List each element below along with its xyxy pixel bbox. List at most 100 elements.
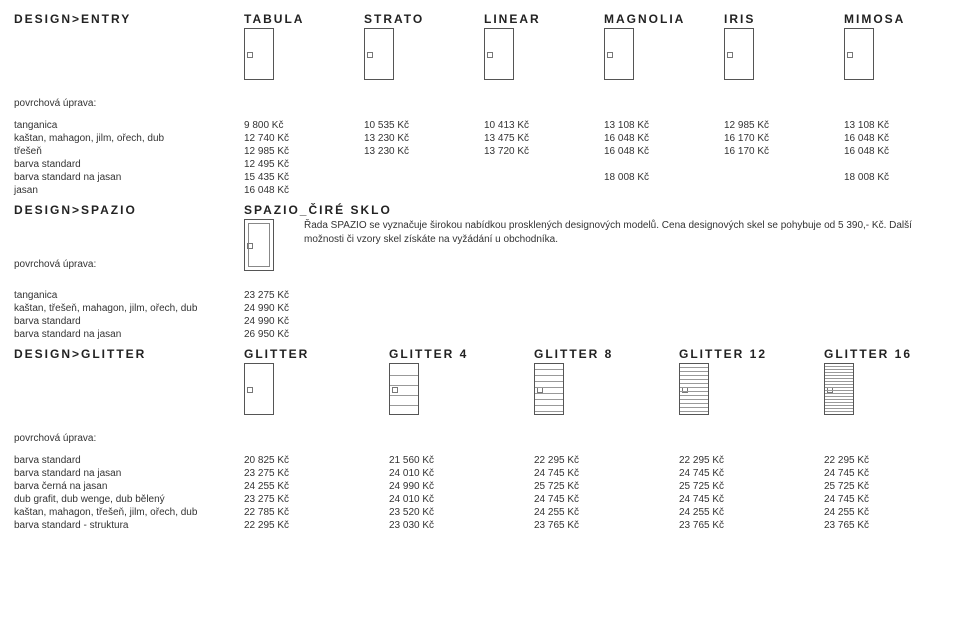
price-cell: 22 295 Kč bbox=[534, 454, 679, 467]
price-cell: 10 535 Kč bbox=[364, 119, 484, 132]
glitter-door-row bbox=[14, 363, 945, 415]
price-cell: 23 275 Kč bbox=[244, 493, 389, 506]
price-cell: 20 825 Kč bbox=[244, 454, 389, 467]
price-cell: 16 170 Kč bbox=[724, 145, 844, 158]
price-cell bbox=[364, 190, 484, 192]
price-cell bbox=[484, 164, 604, 166]
price-cell: 12 985 Kč bbox=[244, 145, 364, 158]
price-cell bbox=[484, 177, 604, 179]
row-label: jasan bbox=[14, 184, 244, 197]
table-row: tanganica9 800 Kč10 535 Kč10 413 Kč13 10… bbox=[14, 119, 945, 132]
price-cell: 23 030 Kč bbox=[389, 519, 534, 532]
table-row: třešeň12 985 Kč13 230 Kč13 720 Kč16 048 … bbox=[14, 145, 945, 158]
header-magnolia: MAGNOLIA bbox=[604, 12, 724, 26]
price-cell: 12 740 Kč bbox=[244, 132, 364, 145]
door-icon bbox=[604, 28, 634, 80]
door-icon bbox=[824, 363, 854, 415]
price-cell: 16 048 Kč bbox=[604, 145, 724, 158]
price-cell: 13 108 Kč bbox=[844, 119, 954, 132]
price-cell: 24 255 Kč bbox=[244, 480, 389, 493]
row-label: třešeň bbox=[14, 145, 244, 158]
row-label: tanganica bbox=[14, 119, 244, 132]
table-row: dub grafit, dub wenge, dub bělený23 275 … bbox=[14, 493, 945, 506]
table-row: kaštan, mahagon, jilm, ořech, dub12 740 … bbox=[14, 132, 945, 145]
price-cell bbox=[364, 164, 484, 166]
door-icon bbox=[484, 28, 514, 80]
price-cell: 15 435 Kč bbox=[244, 171, 364, 184]
price-cell bbox=[724, 164, 844, 166]
row-label: kaštan, mahagon, jilm, ořech, dub bbox=[14, 132, 244, 145]
door-icon bbox=[364, 28, 394, 80]
price-cell: 23 275 Kč bbox=[244, 467, 389, 480]
table-row: barva standard20 825 Kč21 560 Kč22 295 K… bbox=[14, 454, 945, 467]
row-label: barva standard bbox=[14, 315, 244, 328]
price-cell bbox=[484, 190, 604, 192]
spazio-description: Řada SPAZIO se vyznačuje širokou nabídko… bbox=[304, 219, 944, 247]
price-cell: 24 745 Kč bbox=[824, 467, 944, 480]
price-cell bbox=[724, 177, 844, 179]
price-cell bbox=[724, 190, 844, 192]
price-cell: 23 520 Kč bbox=[389, 506, 534, 519]
price-cell: 13 108 Kč bbox=[604, 119, 724, 132]
table-row: kaštan, třešeň, mahagon, jilm, ořech, du… bbox=[14, 302, 945, 315]
door-icon bbox=[679, 363, 709, 415]
price-cell: 24 990 Kč bbox=[244, 315, 364, 328]
spazio-header-row: DESIGN>SPAZIO SPAZIO_ČIRÉ SKLO bbox=[14, 203, 945, 217]
row-label: barva standard na jasan bbox=[14, 467, 244, 480]
spazio-price-table: tanganica23 275 Kčkaštan, třešeň, mahago… bbox=[14, 289, 945, 341]
price-cell: 16 048 Kč bbox=[244, 184, 364, 197]
header-spazio-glass: SPAZIO_ČIRÉ SKLO bbox=[244, 203, 944, 217]
price-cell: 13 475 Kč bbox=[484, 132, 604, 145]
header-glitter: GLITTER bbox=[244, 347, 389, 361]
row-label: barva standard - struktura bbox=[14, 519, 244, 532]
price-cell: 25 725 Kč bbox=[679, 480, 824, 493]
table-row: jasan16 048 Kč bbox=[14, 184, 945, 197]
header-iris: IRIS bbox=[724, 12, 844, 26]
price-cell: 23 765 Kč bbox=[679, 519, 824, 532]
price-cell: 24 745 Kč bbox=[679, 467, 824, 480]
table-row: barva standard na jasan23 275 Kč24 010 K… bbox=[14, 467, 945, 480]
price-cell: 12 495 Kč bbox=[244, 158, 364, 171]
price-cell: 22 295 Kč bbox=[679, 454, 824, 467]
spazio-finish-label: povrchová úprava: bbox=[14, 219, 244, 270]
price-cell: 23 275 Kč bbox=[244, 289, 364, 302]
door-icon bbox=[244, 28, 274, 80]
header-glitter-16: GLITTER 16 bbox=[824, 347, 944, 361]
row-label: kaštan, třešeň, mahagon, jilm, ořech, du… bbox=[14, 302, 244, 315]
table-row: barva standard24 990 Kč bbox=[14, 315, 945, 328]
entry-price-table: tanganica9 800 Kč10 535 Kč10 413 Kč13 10… bbox=[14, 119, 945, 197]
header-mimosa: MIMOSA bbox=[844, 12, 954, 26]
price-cell: 23 765 Kč bbox=[824, 519, 944, 532]
price-cell: 16 170 Kč bbox=[724, 132, 844, 145]
price-cell: 18 008 Kč bbox=[604, 171, 724, 184]
door-icon bbox=[724, 28, 754, 80]
table-row: barva standard na jasan15 435 Kč18 008 K… bbox=[14, 171, 945, 184]
price-cell: 16 048 Kč bbox=[604, 132, 724, 145]
glitter-header-row: DESIGN>GLITTER GLITTER GLITTER 4 GLITTER… bbox=[14, 347, 945, 361]
table-row: barva standard12 495 Kč bbox=[14, 158, 945, 171]
price-cell: 24 010 Kč bbox=[389, 493, 534, 506]
price-cell: 18 008 Kč bbox=[844, 171, 954, 184]
header-linear: LINEAR bbox=[484, 12, 604, 26]
price-cell: 24 745 Kč bbox=[679, 493, 824, 506]
price-cell: 24 255 Kč bbox=[824, 506, 944, 519]
price-cell bbox=[844, 190, 954, 192]
price-cell: 25 725 Kč bbox=[534, 480, 679, 493]
header-glitter-8: GLITTER 8 bbox=[534, 347, 679, 361]
door-icon bbox=[844, 28, 874, 80]
table-row: barva černá na jasan24 255 Kč24 990 Kč25… bbox=[14, 480, 945, 493]
table-row: barva standard - struktura22 295 Kč23 03… bbox=[14, 519, 945, 532]
entry-finish-label: povrchová úprava: bbox=[14, 98, 945, 109]
price-cell bbox=[604, 164, 724, 166]
header-glitter-4: GLITTER 4 bbox=[389, 347, 534, 361]
price-cell: 13 230 Kč bbox=[364, 132, 484, 145]
row-label: barva standard bbox=[14, 454, 244, 467]
row-label: barva černá na jasan bbox=[14, 480, 244, 493]
door-icon bbox=[244, 363, 274, 415]
header-design-glitter: DESIGN>GLITTER bbox=[14, 347, 244, 361]
price-cell: 10 413 Kč bbox=[484, 119, 604, 132]
price-cell: 22 785 Kč bbox=[244, 506, 389, 519]
price-cell: 24 255 Kč bbox=[534, 506, 679, 519]
entry-header-row: DESIGN>ENTRY TABULA STRATO LINEAR MAGNOL… bbox=[14, 12, 945, 26]
glitter-price-table: barva standard20 825 Kč21 560 Kč22 295 K… bbox=[14, 454, 945, 532]
